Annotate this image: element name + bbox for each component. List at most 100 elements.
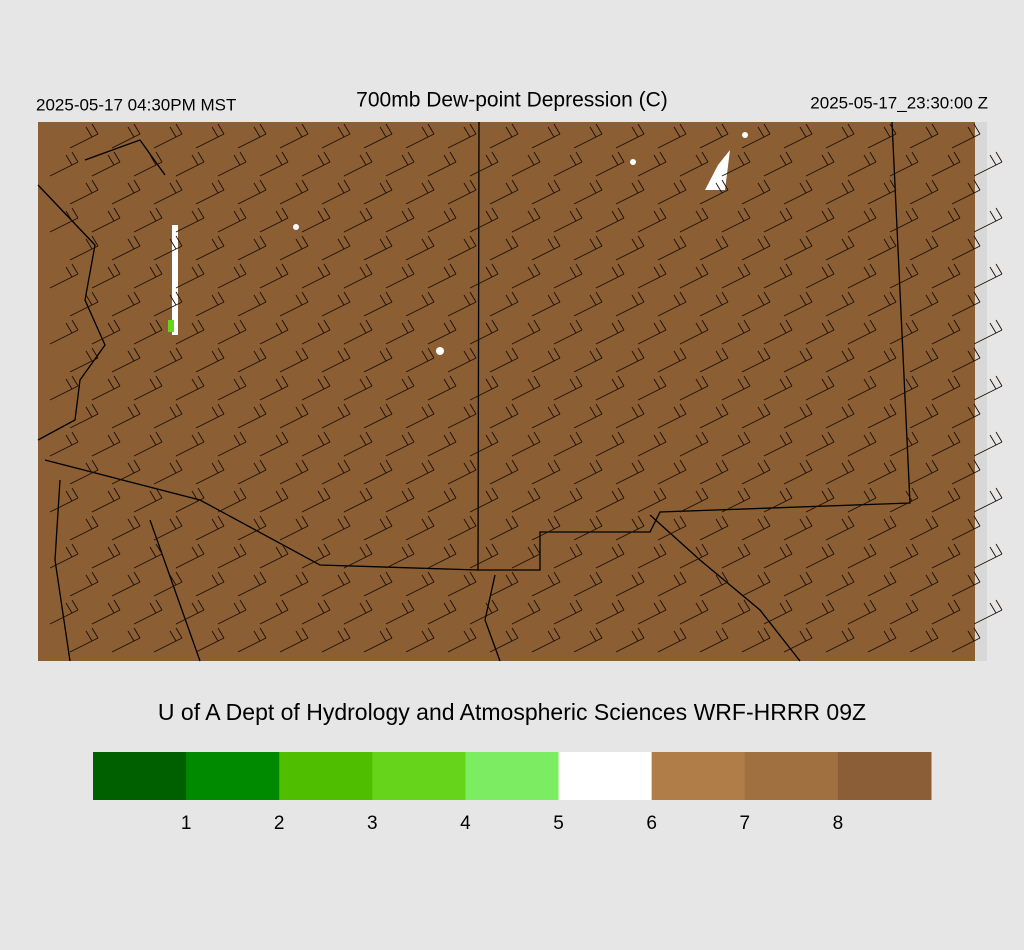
wind-barb xyxy=(195,347,225,373)
wind-barb xyxy=(259,599,289,625)
wind-barb xyxy=(679,599,709,625)
wind-barb xyxy=(805,431,835,457)
wind-barb xyxy=(405,123,435,149)
wind-barb xyxy=(763,207,793,233)
wind-barb xyxy=(847,375,877,401)
wind-barb xyxy=(595,543,625,569)
wind-barb xyxy=(951,459,981,485)
wind-barb xyxy=(573,235,603,261)
wind-barb xyxy=(763,151,793,177)
wind-barb xyxy=(531,235,561,261)
wind-barb xyxy=(111,459,141,485)
wind-barb xyxy=(217,599,247,625)
wind-barb xyxy=(153,235,183,261)
wind-barb xyxy=(511,431,541,457)
wind-barb xyxy=(657,459,687,485)
wind-barb xyxy=(615,403,645,429)
wind-barb xyxy=(111,179,141,205)
wind-barb xyxy=(595,319,625,345)
wind-barb xyxy=(531,459,561,485)
wind-barb xyxy=(133,487,163,513)
wind-barb xyxy=(405,403,435,429)
wind-barb xyxy=(553,375,583,401)
wind-barb xyxy=(447,627,477,653)
wind-barb xyxy=(217,263,247,289)
wind-barb xyxy=(133,543,163,569)
wind-barb xyxy=(279,627,309,653)
wind-barb xyxy=(783,179,813,205)
wind-barb xyxy=(951,627,981,653)
wind-barb xyxy=(69,459,99,485)
wind-barb xyxy=(153,459,183,485)
wind-barb xyxy=(699,515,729,541)
wind-barb xyxy=(489,459,519,485)
wind-barb xyxy=(427,375,457,401)
wind-barb xyxy=(469,543,499,569)
wind-barb xyxy=(469,207,499,233)
wind-barb xyxy=(741,347,771,373)
wind-barb xyxy=(195,515,225,541)
colorbar-bin xyxy=(837,752,932,800)
wind-barb xyxy=(973,599,1003,625)
wind-barb xyxy=(385,207,415,233)
wind-barb xyxy=(531,403,561,429)
wind-barb xyxy=(699,571,729,597)
wind-barb xyxy=(909,123,939,149)
wind-barb xyxy=(363,571,393,597)
wind-barb xyxy=(679,263,709,289)
wind-barb xyxy=(237,123,267,149)
wind-barb xyxy=(343,319,373,345)
wind-barb xyxy=(385,151,415,177)
wind-barb xyxy=(153,123,183,149)
wind-barb xyxy=(69,571,99,597)
wind-barb xyxy=(259,151,289,177)
wind-barb xyxy=(909,235,939,261)
wind-barb xyxy=(783,403,813,429)
wind-barb xyxy=(427,151,457,177)
wind-barb xyxy=(553,599,583,625)
wind-barb xyxy=(343,151,373,177)
wind-barb xyxy=(825,627,855,653)
wind-barb xyxy=(867,123,897,149)
wind-barb xyxy=(111,347,141,373)
wind-barb xyxy=(321,571,351,597)
wind-barb xyxy=(343,543,373,569)
wind-barb xyxy=(595,431,625,457)
wind-barb xyxy=(531,627,561,653)
wind-barb xyxy=(469,487,499,513)
wind-barb xyxy=(973,319,1003,345)
wind-barb xyxy=(847,263,877,289)
wind-barb xyxy=(741,571,771,597)
wind-barb xyxy=(595,207,625,233)
wind-barb xyxy=(615,123,645,149)
wind-barb xyxy=(721,151,751,177)
colorbar-tick-label: 3 xyxy=(367,813,378,834)
colorbar-bin xyxy=(651,752,746,800)
wind-barb xyxy=(279,235,309,261)
wind-barb xyxy=(237,347,267,373)
wind-barb xyxy=(847,431,877,457)
wind-barb xyxy=(637,319,667,345)
wind-barb xyxy=(699,347,729,373)
wind-barb xyxy=(91,263,121,289)
wind-barb xyxy=(783,515,813,541)
wind-barb xyxy=(49,207,79,233)
wind-barb xyxy=(153,571,183,597)
wind-barb xyxy=(447,347,477,373)
wind-barb xyxy=(49,375,79,401)
wind-barb xyxy=(363,515,393,541)
wind-barb xyxy=(553,487,583,513)
wind-barb xyxy=(805,543,835,569)
spot xyxy=(630,159,636,165)
wind-barb xyxy=(217,319,247,345)
wind-barb xyxy=(91,599,121,625)
wind-barb xyxy=(49,263,79,289)
wind-barb xyxy=(69,515,99,541)
wind-barb xyxy=(615,515,645,541)
wind-barb xyxy=(931,599,961,625)
wind-barb xyxy=(153,179,183,205)
wind-barb xyxy=(259,543,289,569)
wind-barb xyxy=(49,487,79,513)
wind-barb xyxy=(615,347,645,373)
wind-barb xyxy=(595,151,625,177)
